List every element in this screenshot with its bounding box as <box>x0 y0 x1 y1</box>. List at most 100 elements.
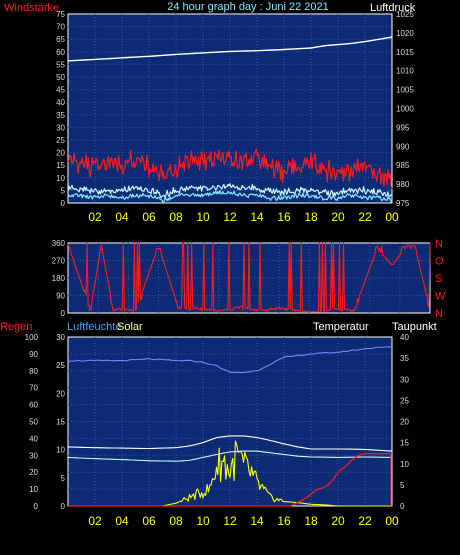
x-tick-label: 12 <box>223 514 237 528</box>
y2-tick-label-temperatur: 15 <box>400 439 409 448</box>
series-line-gusts <box>67 148 393 190</box>
y2-tick-label-temperatur: 40 <box>400 333 409 342</box>
y-tick-label: 10 <box>56 174 65 183</box>
axis-label-solar: Solar <box>117 321 143 333</box>
x-tick-label: 04 <box>115 210 129 224</box>
series-line-luftfeuchte <box>67 346 393 374</box>
x-tick-label: 18 <box>304 514 318 528</box>
y-tick-label: 20 <box>56 149 65 158</box>
y-tick-label-luftfeuchte: 15 <box>56 418 65 427</box>
y-tick-label-regen: 90 <box>29 350 38 359</box>
y2-tick-label-temperatur: 30 <box>400 375 409 384</box>
y2-tick-label: 995 <box>396 123 410 132</box>
x-tick-label: 08 <box>169 210 183 224</box>
y-tick-label: 40 <box>56 98 65 107</box>
x-tick-label: 10 <box>196 210 210 224</box>
series-line-minimum <box>67 189 393 204</box>
y2-tick-label: 1025 <box>396 10 414 19</box>
x-tick-label: 16 <box>277 514 291 528</box>
y2-tick-label-temperatur: 25 <box>400 396 409 405</box>
y-tick-label-luftfeuchte: 5 <box>61 474 66 483</box>
y-tick-label: 25 <box>56 136 65 145</box>
x-tick-label: 22 <box>358 514 372 528</box>
y-tick-label: 30 <box>56 123 65 132</box>
axis-label-taupunkt: Taupunkt <box>392 321 437 333</box>
y2-tick-label: 1005 <box>396 86 414 95</box>
y-tick-label: 0 <box>61 199 66 208</box>
axis-label-regen: Regen <box>0 321 32 333</box>
x-tick-label: 20 <box>331 210 345 224</box>
axis-label-temperatur: Temperatur <box>313 321 369 333</box>
x-tick-label: 00 <box>385 514 399 528</box>
y-tick-label-regen: 70 <box>29 384 38 393</box>
y-tick-label-luftfeuchte: 30 <box>56 333 65 342</box>
x-tick-label: 08 <box>169 514 183 528</box>
y-tick-label: 70 <box>56 23 65 32</box>
x-tick-label: 00 <box>385 210 399 224</box>
y-tick-label-luftfeuchte: 25 <box>56 361 65 370</box>
x-tick-label: 10 <box>196 514 210 528</box>
y-tick-label: 55 <box>56 60 65 69</box>
y-tick-label-regen: 30 <box>29 451 38 460</box>
direction-label: W <box>435 291 446 303</box>
y-tick-label: 360 <box>52 239 66 248</box>
y-tick-label-regen: 60 <box>29 401 38 410</box>
x-tick-label: 04 <box>115 514 129 528</box>
y-tick-label-regen: 100 <box>25 333 39 342</box>
y2-tick-label-temperatur: 10 <box>400 460 409 469</box>
y-tick-label: 0 <box>61 309 66 318</box>
y-tick-label-regen: 10 <box>29 485 38 494</box>
x-tick-label: 02 <box>88 514 102 528</box>
series-line-taupunkt <box>67 450 392 462</box>
x-tick-label: 18 <box>304 210 318 224</box>
x-tick-label: 20 <box>331 514 345 528</box>
y-tick-label-luftfeuchte: 10 <box>56 446 65 455</box>
y-tick-label: 90 <box>56 292 65 301</box>
x-tick-label: 06 <box>142 514 156 528</box>
y-tick-label-regen: 50 <box>29 418 38 427</box>
direction-label: N <box>435 238 443 250</box>
y2-tick-label: 990 <box>396 142 410 151</box>
direction-label: O <box>435 256 444 268</box>
y2-tick-label-temperatur: 0 <box>400 502 405 511</box>
y-tick-label-regen: 0 <box>34 502 39 511</box>
direction-label: S <box>435 273 442 285</box>
y-tick-label: 75 <box>56 10 65 19</box>
direction-label: N <box>435 308 443 320</box>
y2-tick-label: 975 <box>396 199 410 208</box>
axis-label-luftfeuchte: Luftfeuchte <box>67 321 121 333</box>
x-tick-label: 16 <box>277 210 291 224</box>
x-tick-label: 14 <box>250 514 264 528</box>
y-tick-label: 5 <box>61 186 66 195</box>
y-tick-label: 270 <box>52 257 66 266</box>
x-tick-label: 14 <box>250 210 264 224</box>
y2-tick-label: 1015 <box>396 48 414 57</box>
y-tick-label: 45 <box>56 86 65 95</box>
series-line-regen <box>68 453 392 507</box>
y2-tick-label: 985 <box>396 161 410 170</box>
y-tick-label: 180 <box>52 274 66 283</box>
series-line-wind-direction <box>67 242 431 313</box>
y-tick-label: 15 <box>56 161 65 170</box>
series-line-temperatur <box>67 435 393 452</box>
series-line-average <box>67 183 393 199</box>
y2-tick-label: 1010 <box>396 67 414 76</box>
chart-title: 24 hour graph day : Juni 22 2021 <box>167 1 328 13</box>
y2-tick-label: 1020 <box>396 29 414 38</box>
y-tick-label-luftfeuchte: 20 <box>56 389 65 398</box>
y2-tick-label-temperatur: 20 <box>400 418 409 427</box>
y-tick-label: 60 <box>56 48 65 57</box>
y2-tick-label: 980 <box>396 180 410 189</box>
y2-tick-label: 1000 <box>396 105 414 114</box>
y-tick-label: 35 <box>56 111 65 120</box>
y-tick-label: 65 <box>56 35 65 44</box>
right-axis-label-luftdruck: Luftdruck <box>370 2 416 14</box>
y2-tick-label-temperatur: 5 <box>400 481 405 490</box>
y2-tick-label-temperatur: 35 <box>400 354 409 363</box>
x-tick-label: 12 <box>223 210 237 224</box>
y-tick-label-regen: 20 <box>29 468 38 477</box>
series-line-luftdruck <box>67 36 393 62</box>
y-tick-label-regen: 40 <box>29 434 38 443</box>
